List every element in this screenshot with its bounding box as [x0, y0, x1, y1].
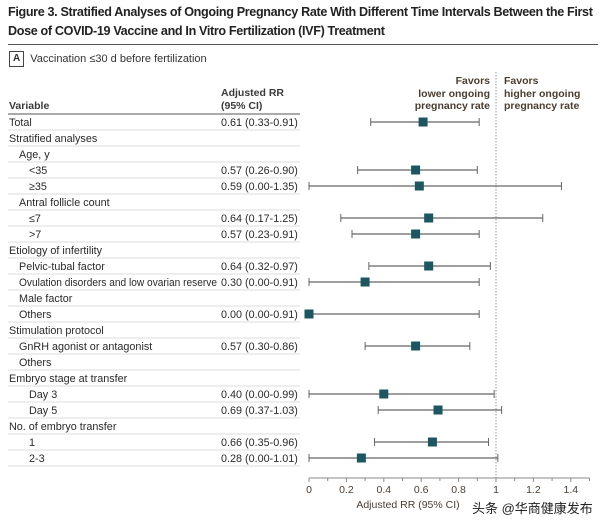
row-label: ≥35	[29, 181, 47, 193]
point-estimate-marker	[304, 309, 314, 319]
point-estimate-marker	[411, 341, 421, 351]
row-label: 1	[29, 437, 35, 449]
rr-value: 0.64 (0.32-0.97)	[221, 261, 298, 273]
favors-left-line: Favors	[455, 75, 490, 87]
row-label: Age, y	[19, 149, 50, 161]
row-label: 2-3	[29, 453, 45, 465]
rr-value: 0.57 (0.30-0.86)	[221, 341, 298, 353]
x-tick-label: 0	[306, 484, 312, 496]
panel-label: A	[9, 51, 25, 67]
favors-left-line: pregnancy rate	[414, 100, 490, 112]
row-label: Others	[19, 357, 52, 369]
rr-value: 0.61 (0.33-0.91)	[221, 117, 298, 129]
rr-value: 0.40 (0.00-0.99)	[221, 389, 298, 401]
row-label: Male factor	[19, 293, 73, 305]
point-estimate-marker	[418, 117, 428, 127]
row-label: Day 3	[29, 389, 57, 401]
rr-value: 0.30 (0.00-0.91)	[221, 277, 298, 289]
row-label: >7	[29, 229, 41, 241]
title-rule	[8, 44, 598, 45]
favors-right-line: Favors	[504, 75, 539, 87]
x-tick-label: 1.2	[526, 484, 541, 496]
rr-header: Adjusted RR (95% CI)	[221, 87, 284, 112]
point-estimate-marker	[427, 437, 437, 447]
favors-left-line: lower ongoing	[418, 87, 490, 100]
rr-value: 0.66 (0.35-0.96)	[221, 437, 298, 449]
row-label: GnRH agonist or antagonist	[19, 341, 152, 353]
favors-right-line: pregnancy rate	[504, 100, 580, 112]
rr-value: 0.28 (0.00-1.01)	[221, 453, 298, 465]
row-label: Embryo stage at transfer	[9, 373, 128, 385]
point-estimate-marker	[411, 165, 421, 175]
favors-left-label: Favors lower ongoing pregnancy rate	[415, 75, 490, 113]
x-tick-label: 0.6	[414, 484, 429, 496]
row-label: ≤7	[29, 213, 41, 225]
rr-value: 0.57 (0.23-0.91)	[221, 229, 298, 241]
panel-title: Vaccination ≤30 d before fertilization	[30, 53, 207, 65]
x-tick-label: 1	[493, 484, 499, 496]
row-label: Stratified analyses	[9, 133, 98, 145]
point-estimate-marker	[424, 213, 434, 223]
row-label: Stimulation protocol	[9, 325, 104, 337]
row-label: Antral follicle count	[19, 197, 110, 209]
x-tick-label: 0.4	[376, 484, 391, 496]
rr-value: 0.64 (0.17-1.25)	[221, 213, 298, 225]
point-estimate-marker	[433, 405, 443, 415]
point-estimate-marker	[411, 229, 421, 239]
row-label: Others	[19, 309, 52, 321]
favors-right-line: higher ongoing	[504, 87, 581, 100]
favors-right-label: Favors higher ongoing pregnancy rate	[504, 75, 580, 113]
x-tick-label: 0.8	[451, 484, 466, 496]
rr-value: 0.00 (0.00-0.91)	[221, 309, 298, 321]
point-estimate-marker	[356, 453, 366, 463]
row-label: Ovulation disorders and low ovarian rese…	[19, 277, 217, 289]
figure-title: Figure 3. Stratified Analyses of Ongoing…	[8, 5, 593, 38]
row-label: No. of embryo transfer	[9, 421, 117, 433]
row-label: Pelvic-tubal factor	[19, 261, 105, 273]
x-tick-label: 0.2	[339, 484, 354, 496]
row-label: Day 5	[29, 405, 57, 417]
panel-header: A Vaccination ≤30 d before fertilization	[9, 51, 207, 67]
x-tick-label: 1.4	[563, 484, 578, 496]
point-estimate-marker	[360, 277, 370, 287]
point-estimate-marker	[379, 389, 389, 399]
x-axis-label: Adjusted RR (95% CI)	[356, 499, 459, 511]
point-estimate-marker	[424, 261, 434, 271]
row-label: Total	[9, 117, 32, 129]
row-label: Etiology of infertility	[9, 245, 103, 257]
watermark: 头条 @华商健康发布	[472, 501, 593, 516]
point-estimate-marker	[414, 181, 424, 191]
rr-value: 0.69 (0.37-1.03)	[221, 405, 298, 417]
row-label: <35	[29, 165, 47, 177]
rr-value: 0.57 (0.26-0.90)	[221, 165, 298, 177]
rr-value: 0.59 (0.00-1.35)	[221, 181, 298, 193]
rr-header-line: Adjusted RR	[221, 87, 284, 99]
variable-header: Variable	[9, 100, 50, 112]
rr-header-line: (95% CI)	[221, 99, 263, 112]
